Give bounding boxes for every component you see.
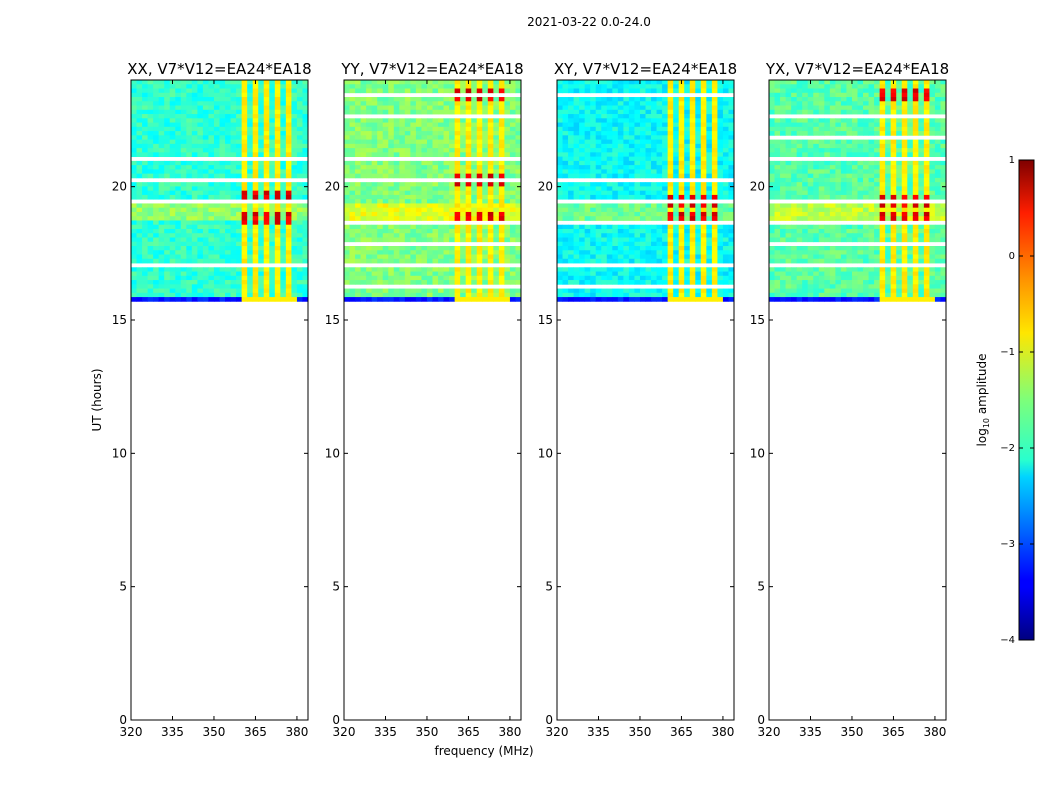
colorbar-tick-label: −2: [1000, 443, 1015, 454]
y-tick-label: 10: [538, 446, 553, 460]
x-tick-label: 335: [799, 725, 822, 739]
y-tick-label: 0: [545, 713, 553, 727]
x-tick-label: 365: [457, 725, 480, 739]
x-tick-label: 320: [546, 725, 569, 739]
y-tick-label: 0: [757, 713, 765, 727]
panel-4: YX, V7*V12=EA24*EA18 320 335 350 365 380 0 5 10 1…: [750, 60, 949, 739]
y-tick-label: 0: [332, 713, 340, 727]
panel-4-title: YX, V7*V12=EA24*EA18: [765, 60, 949, 78]
x-tick-label: 335: [587, 725, 610, 739]
x-tick-label: 365: [244, 725, 267, 739]
y-tick-label: 5: [757, 580, 765, 594]
colorbar-tick-label: 1: [1009, 155, 1015, 166]
y-tick-label: 20: [325, 180, 340, 194]
panels: XX, V7*V12=EA24*EA18 320 335 350 365 380 0 5 10 1…: [112, 60, 949, 739]
colorbar-gradient: [1018, 159, 1035, 641]
panel-1-title: XX, V7*V12=EA24*EA18: [127, 60, 311, 78]
panel-3: XY, V7*V12=EA24*EA18 320 335 350 365 380 0 5 10 1…: [538, 60, 737, 739]
panel-3-heatmap: [557, 80, 735, 302]
panel-3-frame: [556, 79, 735, 721]
x-tick-label: 380: [711, 725, 734, 739]
x-tick-label: 320: [333, 725, 356, 739]
x-tick-label: 350: [629, 725, 652, 739]
x-tick-label: 365: [882, 725, 905, 739]
panel-2-heatmap: [344, 80, 522, 302]
colorbar-tick-label: −4: [1000, 635, 1015, 646]
x-tick-label: 350: [841, 725, 864, 739]
y-tick-label: 10: [750, 446, 765, 460]
y-tick-label: 15: [112, 313, 127, 327]
x-tick-label: 350: [416, 725, 439, 739]
panel-2-frame: [343, 79, 522, 721]
panel-2: YY, V7*V12=EA24*EA18 320 335 350 365 380 0 5 10 1…: [325, 60, 524, 739]
y-tick-label: 20: [538, 180, 553, 194]
colorbar: 1 0 −1 −2 −3 −4 log10 amplitude: [975, 155, 1035, 646]
figure-title: 2021-03-22 0.0-24.0: [527, 15, 651, 29]
panel-1-frame: [130, 79, 309, 721]
y-tick-label: 10: [325, 446, 340, 460]
colorbar-tick-label: 0: [1009, 251, 1015, 262]
x-tick-label: 350: [203, 725, 226, 739]
y-axis-label: UT (hours): [90, 368, 104, 431]
y-tick-label: 15: [325, 313, 340, 327]
y-tick-label: 0: [119, 713, 127, 727]
x-tick-label: 365: [670, 725, 693, 739]
panel-1: XX, V7*V12=EA24*EA18 320 335 350 365 380 0 5 10 1…: [112, 60, 312, 739]
panel-2-title: YY, V7*V12=EA24*EA18: [340, 60, 523, 78]
colorbar-tick-label: −3: [1000, 539, 1015, 550]
colorbar-label: log10 amplitude: [975, 354, 991, 447]
x-tick-label: 380: [498, 725, 521, 739]
x-tick-label: 335: [161, 725, 184, 739]
x-tick-label: 335: [374, 725, 397, 739]
y-tick-label: 15: [538, 313, 553, 327]
y-tick-label: 15: [750, 313, 765, 327]
y-tick-label: 20: [112, 180, 127, 194]
y-tick-label: 10: [112, 446, 127, 460]
panel-3-title: XY, V7*V12=EA24*EA18: [554, 60, 737, 78]
panel-4-frame: [768, 79, 947, 721]
x-tick-label: 320: [758, 725, 781, 739]
panel-1-heatmap: [131, 80, 309, 302]
x-tick-label: 320: [120, 725, 143, 739]
x-tick-label: 380: [285, 725, 308, 739]
x-axis-label: frequency (MHz): [434, 744, 533, 758]
y-tick-label: 5: [545, 580, 553, 594]
colorbar-tick-label: −1: [1000, 347, 1015, 358]
panel-4-heatmap: [769, 80, 947, 302]
y-tick-label: 5: [332, 580, 340, 594]
y-tick-label: 20: [750, 180, 765, 194]
x-tick-label: 380: [923, 725, 946, 739]
y-tick-label: 5: [119, 580, 127, 594]
